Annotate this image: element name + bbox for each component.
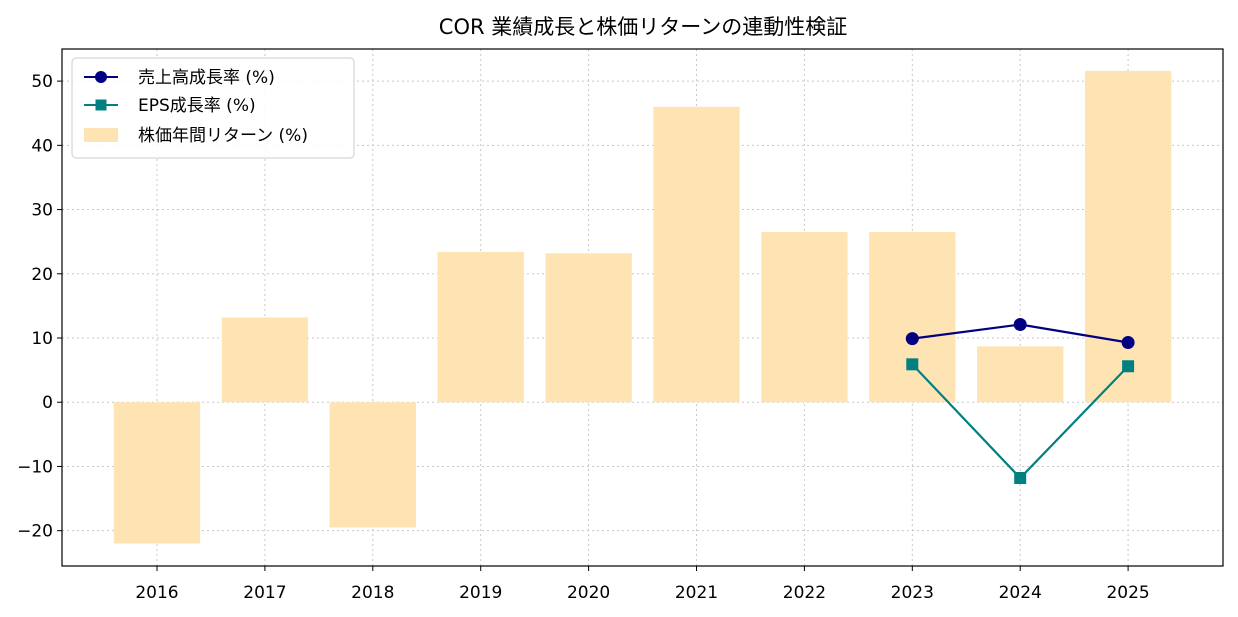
x-tick-label: 2016 <box>135 583 178 603</box>
x-tick-label: 2023 <box>891 583 934 603</box>
x-tick-label: 2018 <box>351 583 394 603</box>
x-tick-label: 2021 <box>675 583 718 603</box>
x-tick-label: 2020 <box>567 583 610 603</box>
point-eps-growth <box>1014 472 1027 485</box>
bar-stock-return <box>761 232 848 403</box>
legend-return-label: 株価年間リターン (%) <box>138 126 308 146</box>
bar-stock-return <box>1084 70 1172 403</box>
x-tick-label: 2025 <box>1106 583 1149 603</box>
y-tick-label: 50 <box>31 72 53 92</box>
bar-stock-return <box>653 106 740 403</box>
legend-revenue-label: 売上高成長率 (%) <box>138 68 275 88</box>
bar-stock-return <box>977 346 1064 403</box>
x-tick-label: 2017 <box>243 583 286 603</box>
y-tick-label: 0 <box>42 393 53 413</box>
x-tick-label: 2024 <box>999 583 1042 603</box>
y-tick-label: 40 <box>31 136 53 156</box>
y-tick-label: 20 <box>31 265 53 285</box>
point-eps-growth <box>1122 360 1135 373</box>
y-tick-label: 30 <box>31 201 53 221</box>
y-tick-label: −10 <box>17 457 53 477</box>
legend-revenue-marker <box>95 71 107 83</box>
legend-box <box>71 57 355 159</box>
chart-title: COR 業績成長と株価リターンの連動性検証 <box>439 15 847 39</box>
bar-stock-return <box>869 232 956 403</box>
legend: 売上高成長率 (%) EPS成長率 (%) 株価年間リターン (%) <box>71 57 355 159</box>
grid <box>62 49 1223 566</box>
bar-stock-return <box>545 253 632 403</box>
bar-stock-return <box>437 251 524 403</box>
y-tick-label: −20 <box>17 522 53 542</box>
x-tick-label: 2022 <box>783 583 826 603</box>
point-eps-growth <box>906 358 919 371</box>
point-revenue-growth <box>1013 318 1027 332</box>
bar-stock-return <box>329 402 416 528</box>
bar-stock-return <box>221 317 309 403</box>
y-tick-label: 10 <box>31 329 53 349</box>
legend-item-stock-return: 株価年間リターン (%) <box>84 126 308 146</box>
legend-eps-marker <box>95 99 107 111</box>
point-revenue-growth <box>1121 336 1135 350</box>
legend-item-eps: EPS成長率 (%) <box>84 96 256 116</box>
legend-item-revenue: 売上高成長率 (%) <box>84 68 275 88</box>
x-tick-label: 2019 <box>459 583 502 603</box>
legend-eps-label: EPS成長率 (%) <box>138 96 256 116</box>
line-series <box>905 318 1135 485</box>
point-revenue-growth <box>905 332 919 346</box>
bar-series <box>113 70 1172 544</box>
plot-frame <box>61 48 1224 567</box>
bar-stock-return <box>113 402 201 544</box>
legend-return-swatch <box>84 128 118 142</box>
x-axis: 2016 2017 2018 2019 2020 2021 2022 2023 2024 2025 <box>135 566 1150 603</box>
y-axis: −20 −10 0 10 20 30 40 50 <box>17 72 62 542</box>
